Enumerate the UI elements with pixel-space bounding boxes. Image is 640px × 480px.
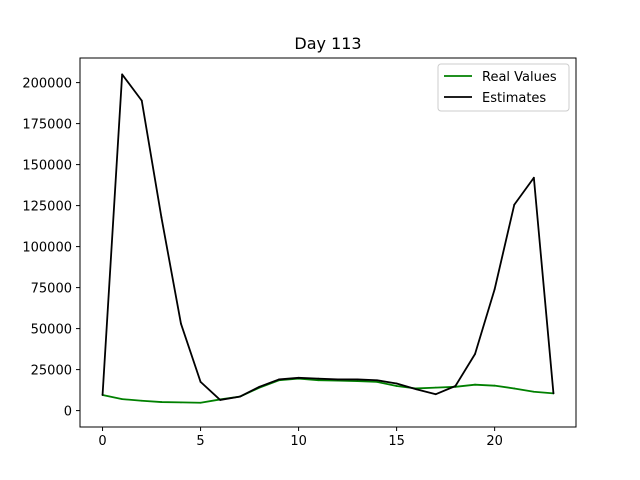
data-point	[140, 99, 143, 102]
data-point	[434, 386, 437, 389]
x-tick-label: 10	[290, 434, 307, 449]
data-point	[493, 384, 496, 387]
data-point	[180, 401, 182, 404]
y-tick-label: 75000	[31, 282, 72, 297]
data-point	[356, 378, 359, 381]
series-layer	[101, 73, 555, 404]
legend-label: Real Values	[482, 70, 557, 85]
plot-frame	[79, 57, 577, 428]
y-tick-label: 175000	[22, 118, 72, 133]
data-point	[532, 176, 535, 179]
data-point	[552, 392, 555, 395]
data-point	[356, 380, 359, 382]
y-tick-label: 125000	[22, 200, 72, 215]
data-point	[493, 288, 496, 291]
data-point	[454, 385, 457, 387]
data-point	[474, 353, 476, 355]
legend-label: Estimates	[482, 91, 546, 106]
x-tick-label: 20	[486, 434, 503, 449]
data-point	[121, 398, 124, 401]
data-point	[180, 322, 182, 325]
data-point	[219, 399, 222, 401]
x-tick-label: 5	[196, 434, 204, 449]
y-tick-label: 50000	[31, 323, 72, 338]
data-point	[395, 385, 398, 387]
data-point	[121, 73, 124, 76]
data-point	[395, 382, 398, 385]
data-point	[140, 399, 143, 402]
y-tick-label: 200000	[22, 77, 72, 92]
y-tick-label: 100000	[22, 241, 72, 256]
data-point	[278, 378, 280, 381]
data-point	[238, 395, 241, 398]
data-point	[160, 401, 163, 403]
y-tick-label: 25000	[31, 364, 72, 379]
data-point	[199, 401, 202, 404]
data-point	[199, 381, 202, 383]
data-point	[336, 378, 339, 381]
series-line-0	[102, 377, 554, 404]
data-point	[434, 393, 437, 396]
data-point	[513, 387, 516, 390]
x-axis: 0 5 10 15 20	[98, 427, 503, 449]
legend: Real Values Estimates	[437, 63, 570, 112]
data-point	[415, 388, 418, 391]
x-tick-label: 15	[388, 434, 405, 449]
data-point	[474, 383, 476, 386]
data-point	[160, 216, 163, 218]
data-point	[376, 379, 378, 382]
data-point	[297, 376, 300, 379]
data-point	[376, 381, 378, 383]
chart-title: Day 113	[294, 34, 361, 53]
data-point	[317, 379, 320, 382]
data-point	[101, 394, 104, 396]
data-point	[513, 203, 516, 206]
y-tick-label: 0	[64, 405, 72, 420]
series-line-1	[101, 73, 555, 401]
data-point	[532, 390, 535, 393]
data-point	[258, 385, 261, 388]
data-point	[317, 377, 320, 380]
y-axis: 0 25000 50000 75000 100000 125000 150000 175000…	[22, 77, 80, 420]
y-tick-label: 150000	[22, 159, 72, 174]
x-tick-label: 0	[98, 434, 106, 449]
